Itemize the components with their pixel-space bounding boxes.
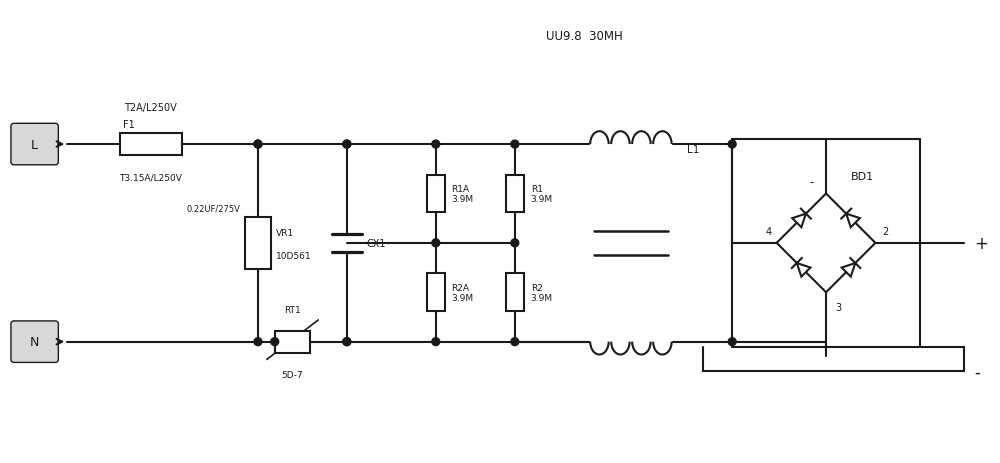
Circle shape [432,239,440,247]
Text: N: N [30,335,39,348]
Circle shape [343,141,351,149]
Text: 10D561: 10D561 [276,252,311,261]
Bar [506,274,524,311]
Polygon shape [797,263,810,277]
Text: T3.15A/L250V: T3.15A/L250V [119,173,182,182]
Circle shape [343,338,351,346]
Polygon shape [792,214,806,228]
Text: 2: 2 [882,226,888,237]
Circle shape [254,338,262,346]
Circle shape [511,141,519,149]
Bar [245,218,271,269]
FancyBboxPatch shape [11,321,58,363]
Bar [275,331,310,353]
Circle shape [728,338,736,346]
Text: T2A/L250V: T2A/L250V [124,102,177,112]
FancyBboxPatch shape [11,124,58,165]
Circle shape [511,338,519,346]
Text: -: - [974,363,980,381]
Text: VR1: VR1 [276,229,294,238]
Polygon shape [842,263,855,277]
Circle shape [511,239,519,247]
Text: BD1: BD1 [851,171,874,181]
Circle shape [254,141,262,149]
Text: +: + [974,234,988,252]
Circle shape [271,338,279,346]
Polygon shape [846,214,860,228]
Circle shape [343,338,351,346]
Text: 3: 3 [835,302,841,313]
Text: -: - [809,176,813,189]
Circle shape [432,141,440,149]
Text: R1A
3.9M: R1A 3.9M [452,184,474,204]
Text: CX1: CX1 [367,238,386,248]
Circle shape [432,338,440,346]
Circle shape [254,141,262,149]
Bar [506,175,524,213]
Circle shape [343,141,351,149]
Text: 4: 4 [766,226,772,237]
Text: R1
3.9M: R1 3.9M [531,184,553,204]
Text: F1: F1 [123,120,134,130]
Text: L1: L1 [687,144,699,155]
Text: UU9.8  30MH: UU9.8 30MH [546,30,622,43]
Text: 5D-7: 5D-7 [282,370,303,379]
Text: RT1: RT1 [284,305,301,314]
Bar [427,274,445,311]
Text: L: L [31,138,38,151]
Bar [427,175,445,213]
Text: 0.22UF/275V: 0.22UF/275V [186,204,240,213]
Text: R2
3.9M: R2 3.9M [531,283,553,302]
Circle shape [728,141,736,149]
Text: R2A
3.9M: R2A 3.9M [452,283,474,302]
Bar [120,134,182,156]
